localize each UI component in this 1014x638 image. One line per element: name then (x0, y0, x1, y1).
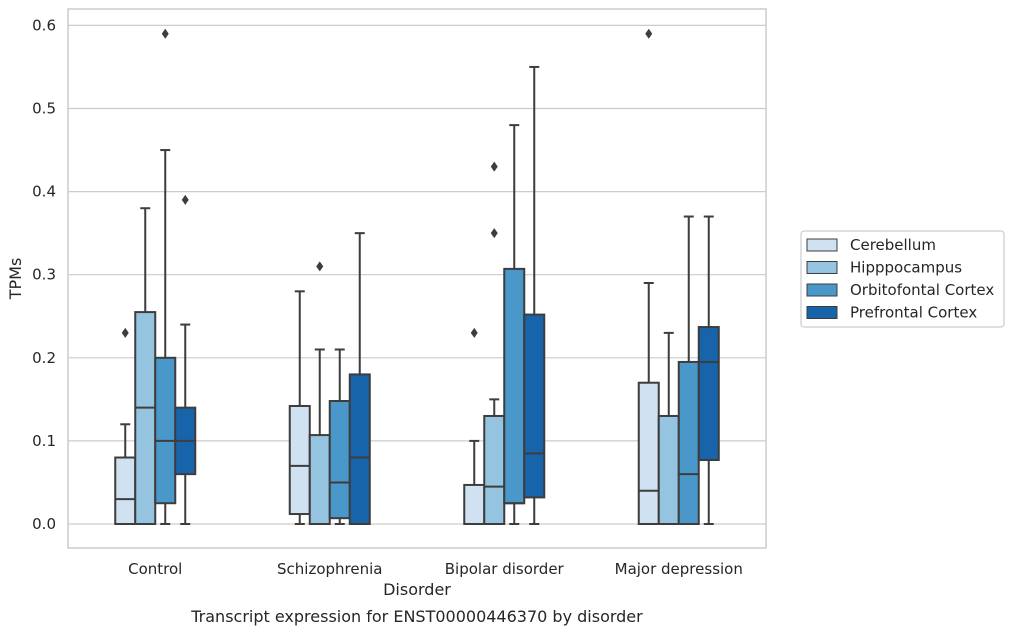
x-tick-label: Control (128, 560, 182, 578)
box-plot (697, 215, 720, 525)
outlier-point (316, 261, 324, 272)
legend-swatch (806, 261, 838, 274)
outlier-point (490, 228, 498, 239)
outlier-point (121, 327, 129, 338)
legend-swatch (806, 306, 838, 319)
plot-frame (67, 8, 767, 549)
box-plot (463, 327, 486, 525)
y-tick-label: 0.6 (32, 16, 56, 34)
box (677, 360, 700, 525)
y-tick-label: 0.4 (32, 183, 56, 201)
box-plot (308, 261, 331, 526)
box-plot (288, 290, 311, 525)
box (637, 381, 660, 526)
box (523, 313, 546, 499)
outlier-point (490, 161, 498, 172)
box (114, 456, 137, 525)
outlier-point (161, 28, 169, 39)
box-plot (503, 124, 526, 525)
y-tick-label: 0.2 (32, 349, 56, 367)
box (348, 373, 371, 526)
legend-frame (800, 230, 1005, 328)
box (328, 400, 351, 520)
legend-label: Orbitofontal Cortex (850, 281, 994, 299)
legend-swatch (806, 283, 838, 297)
outlier-point (181, 194, 189, 205)
legend-label: Prefrontal Cortex (850, 304, 977, 322)
legend: Cerebellum Hipppocampus Orbitofontal Corte… (800, 230, 1005, 328)
box (154, 356, 177, 505)
x-tick-labels: Control Schizophrenia Bipolar disorder Majo… (128, 560, 743, 578)
legend-label: Hipppocampus (850, 259, 962, 277)
legend-entry: Orbitofontal Cortex (806, 281, 994, 299)
y-tick-label: 0.1 (32, 432, 56, 450)
box (134, 311, 157, 525)
outlier-point (645, 28, 653, 39)
x-tick-label: Schizophrenia (277, 560, 382, 578)
box-plot (134, 207, 157, 525)
box (697, 326, 720, 462)
legend-entry: Prefrontal Cortex (806, 304, 977, 322)
y-axis-title: TPMs (6, 258, 25, 301)
box-plot (637, 28, 660, 526)
boxes (114, 28, 720, 526)
box (308, 434, 331, 526)
box-plot (348, 232, 371, 526)
y-tick-label: 0.3 (32, 266, 56, 284)
legend-entry: Cerebellum (806, 236, 936, 254)
box-plot (328, 348, 351, 525)
figure-caption: Transcript expression for ENST0000044637… (190, 607, 643, 626)
box (483, 414, 506, 525)
box-plot (657, 331, 680, 525)
x-tick-label: Bipolar disorder (445, 560, 565, 578)
box-plot (523, 65, 546, 525)
y-tick-labels: 0.0 0.1 0.2 0.3 0.4 0.5 0.6 (32, 16, 56, 533)
outlier-point (470, 327, 478, 338)
box (288, 404, 311, 516)
box (503, 267, 526, 505)
y-tick-label: 0.5 (32, 100, 56, 118)
y-tick-label: 0.0 (32, 515, 56, 533)
box-plot (677, 215, 700, 525)
legend-swatch (806, 238, 838, 252)
legend-label: Cerebellum (850, 236, 936, 254)
box (463, 483, 486, 525)
x-axis-title: Disorder (383, 580, 451, 599)
box-plot (174, 194, 197, 525)
box-plot (483, 161, 506, 525)
legend-entry: Hipppocampus (806, 259, 962, 277)
x-tick-label: Major depression (615, 560, 743, 578)
box-plot (154, 28, 177, 525)
box (657, 414, 680, 525)
